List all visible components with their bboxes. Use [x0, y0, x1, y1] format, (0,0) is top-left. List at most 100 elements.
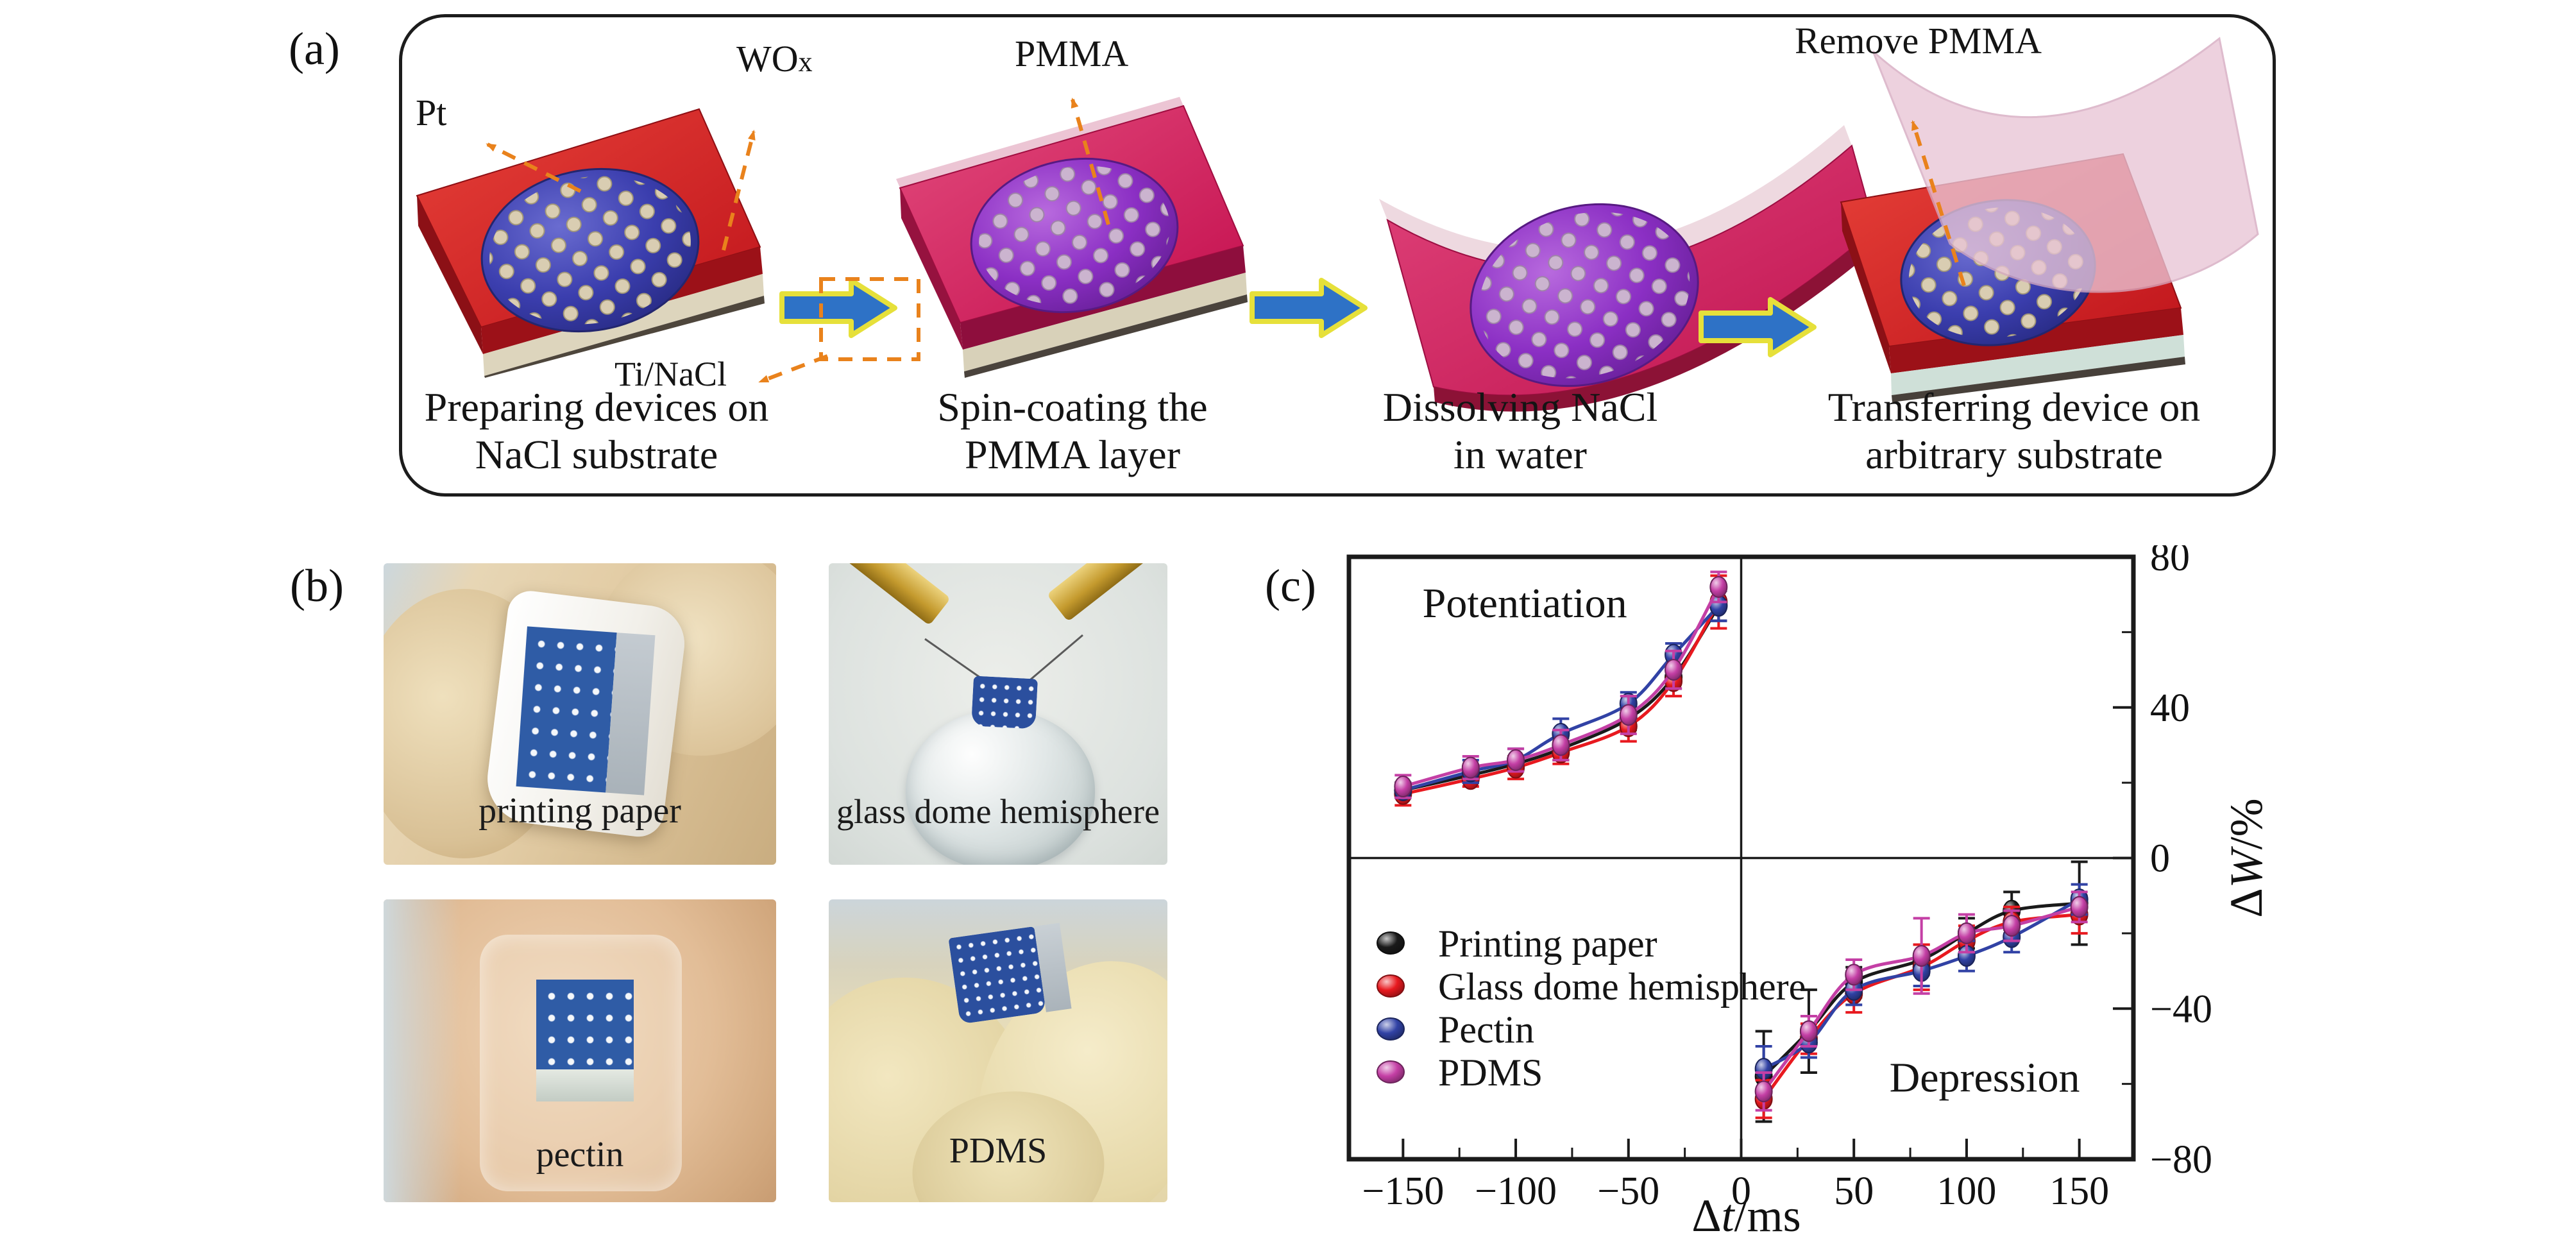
substrate-front-face [1889, 308, 2183, 373]
substrate-left-face [417, 196, 483, 354]
photo-caption: glass dome hemisphere [836, 792, 1160, 831]
panel-c-letter: (c) [1265, 560, 1316, 611]
substrate-left-face [1841, 202, 1891, 373]
step3-caption-line2: in water [1453, 432, 1587, 477]
pmma-label: PMMA [1015, 33, 1129, 74]
wox-electrode-array-under-pmma [970, 157, 1179, 314]
flexible-device [516, 626, 656, 795]
legend-item: Printing paper [1377, 922, 1657, 965]
data-point-marker [1754, 1080, 1773, 1103]
photo-pectin: pectin [384, 899, 776, 1202]
panel-b-letter: (b) [290, 560, 344, 611]
x-tick-label: 150 [2049, 1169, 2109, 1213]
substrate-left-face [900, 188, 963, 350]
background-edge [384, 899, 461, 1202]
panel-a-annotation-arrows [486, 98, 1966, 384]
step1-caption: Preparing devices on NaCl substrate [334, 384, 860, 479]
substrate-bottom-edge [964, 294, 1248, 378]
flexible-device [948, 922, 1072, 1024]
device-step2-illustration [896, 97, 1248, 378]
legend-item: PDMS [1377, 1051, 1543, 1094]
legend-marker-icon [1377, 974, 1405, 998]
x-tick-label: 50 [1834, 1169, 1874, 1213]
x-tick-label: 100 [1936, 1169, 1996, 1213]
device-step1-illustration [416, 108, 765, 378]
legend-label: Printing paper [1438, 922, 1657, 965]
x-tick-label: −50 [1597, 1169, 1659, 1213]
panel-a-letter: (a) [289, 23, 340, 74]
series-line [1402, 601, 1720, 796]
legend-item: Pectin [1377, 1008, 1534, 1051]
substrate-bottom-edge [484, 296, 765, 378]
pmma-layer-edge [1379, 125, 1852, 271]
legend-marker-icon [1377, 1017, 1405, 1041]
x-tick-label: −100 [1475, 1169, 1557, 1213]
wox-label-sub: x [798, 46, 813, 78]
ti-nacl-dashed-box [819, 277, 920, 361]
arrow-shape [1699, 297, 1817, 357]
arrow-shape [1250, 278, 1368, 338]
process-arrow-icon [779, 278, 897, 338]
data-point-marker [1799, 1020, 1818, 1042]
data-point-marker [1394, 775, 1412, 797]
step2-caption: Spin-coating the PMMA layer [809, 384, 1335, 479]
bent-film-edge [1434, 229, 1879, 412]
step4-caption-line1: Transferring device on [1827, 384, 2201, 430]
step3-caption: Dissolving NaCl in water [1257, 384, 1783, 479]
device-electrode-area [536, 980, 634, 1069]
pmma-sheet-peeling [1872, 37, 2259, 293]
step4-caption: Transferring device on arbitrary substra… [1751, 384, 2277, 479]
glass-dome [906, 710, 1095, 865]
pt-arrow [486, 142, 582, 193]
ti-nacl-label: Ti/NaCl [614, 355, 727, 393]
y-tick-label: −80 [2150, 1138, 2212, 1182]
photo-caption: printing paper [479, 791, 681, 831]
quadrant-label: Potentiation [1423, 580, 1627, 627]
x-tick-label: 0 [1731, 1169, 1751, 1213]
photo-pdms: PDMS [829, 899, 1167, 1202]
arbitrary-substrate-layer [1891, 335, 2185, 395]
step2-caption-line1: Spin-coating the [937, 384, 1208, 430]
step4-caption-line2: arbitrary substrate [1865, 432, 2163, 477]
data-point-marker [2070, 896, 2089, 918]
wox-electrode-array [1470, 203, 1699, 387]
data-point-marker [1461, 756, 1480, 779]
remove-pmma-arrow [1911, 120, 1966, 286]
y-axis-label: ΔW/% [2221, 798, 2272, 917]
y-tick-label: 80 [2150, 545, 2190, 579]
step3-caption-line1: Dissolving NaCl [1382, 384, 1658, 430]
ti-nacl-arrow [758, 354, 829, 384]
flexible-device [971, 676, 1038, 729]
legend-marker-icon [1377, 1060, 1405, 1084]
pt-label: Pt [416, 92, 447, 133]
data-point-marker [1957, 922, 1976, 944]
axis-ticks [1402, 556, 2131, 1160]
photo-glass-dome: glass dome hemisphere [829, 563, 1167, 865]
x-tick-label: −150 [1362, 1169, 1444, 1213]
pmma-arrow [1071, 98, 1110, 225]
photo-printing-paper: printing paper [384, 563, 776, 865]
data-point-marker [1845, 964, 1863, 986]
legend-label: Glass dome hemisphere [1438, 965, 1806, 1008]
data-point-marker [1709, 575, 1728, 598]
svg-text:ΔW/%: ΔW/% [2221, 798, 2272, 917]
process-arrow-icon [1250, 278, 1368, 338]
arrow-shape [779, 278, 897, 338]
data-point-marker [1912, 945, 1931, 967]
series-pdms [1394, 570, 2089, 1112]
device-electrode-area [516, 626, 617, 793]
nacl-layer [963, 273, 1247, 371]
data-point-marker [1507, 749, 1525, 771]
remove-pmma-label: Remove PMMA [1795, 20, 2042, 62]
photo-caption: pectin [536, 1135, 624, 1175]
stdp-chart: −150 −100 −50 0 50 100 150 −80 −40 0 40 80 Δt/ms ΔW/%… [1346, 545, 2272, 1241]
step1-caption-line1: Preparing devices on [424, 384, 769, 430]
x-axis-label: Δt/ms [1691, 1190, 1801, 1241]
panel-a-border [399, 14, 2276, 497]
legend-label: Pectin [1438, 1008, 1534, 1051]
wox-label: WOx [736, 37, 813, 80]
data-point-marker [2003, 915, 2021, 937]
legend-item: Glass dome hemisphere [1377, 965, 1806, 1008]
device-step3-illustration [1379, 125, 1879, 412]
